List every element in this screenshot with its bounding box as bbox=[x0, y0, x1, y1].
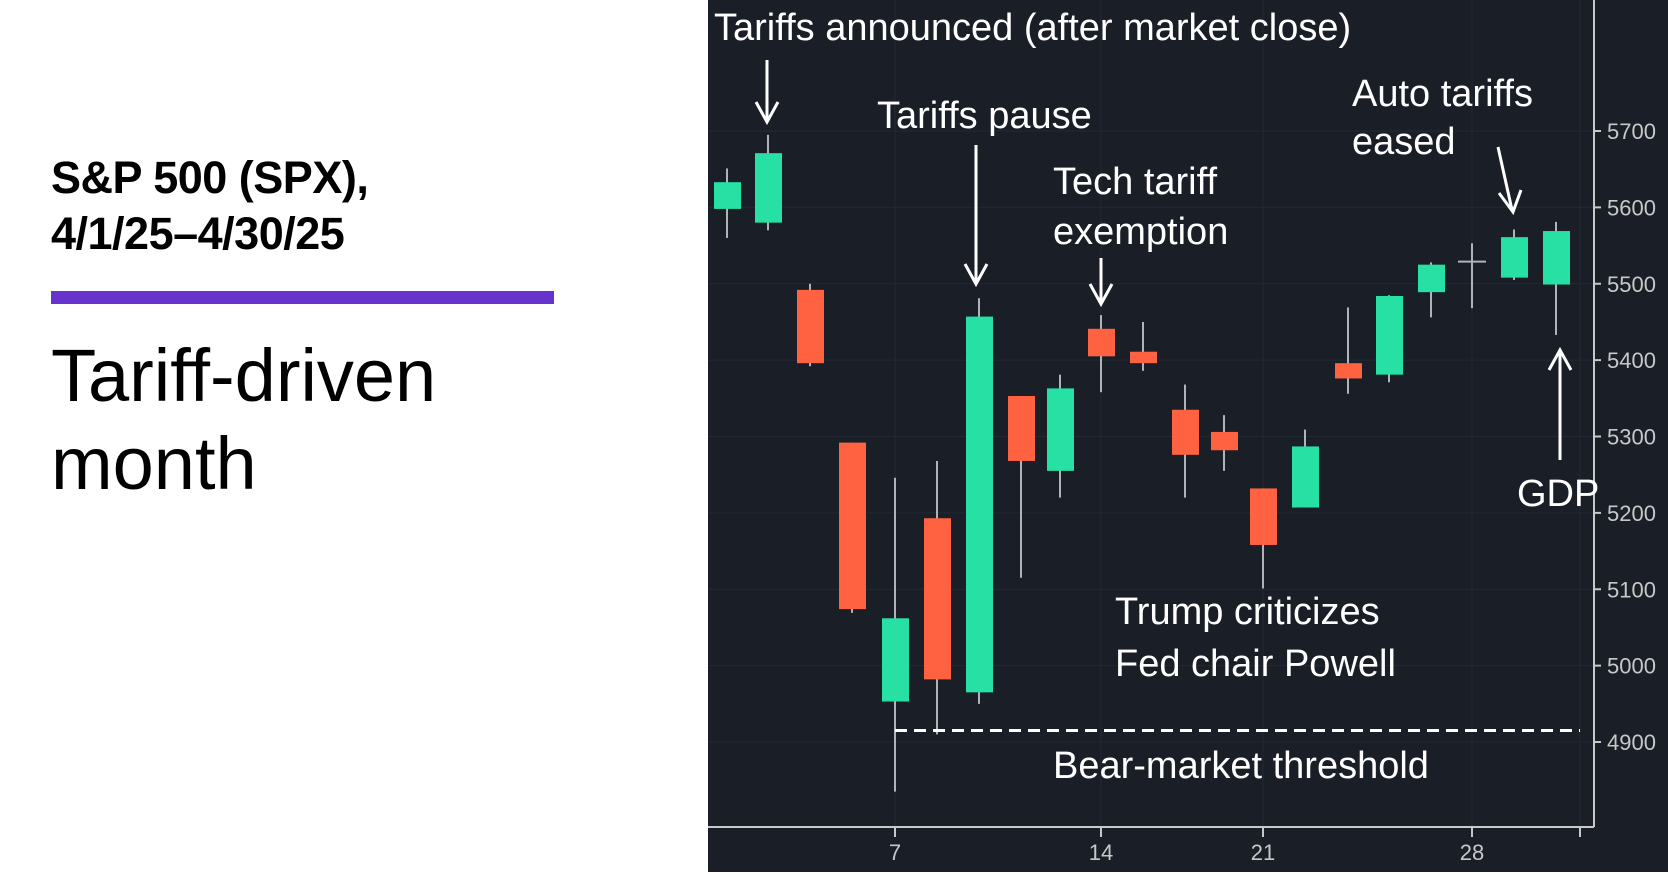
candle-up bbox=[1047, 388, 1074, 471]
candles bbox=[714, 134, 1570, 792]
y-tick-label: 5100 bbox=[1607, 577, 1656, 602]
annotation-tariffs-announced: Tariffs announced (after market close) bbox=[714, 7, 1351, 49]
candle-down bbox=[1335, 363, 1362, 379]
x-tick-label: 7 bbox=[889, 840, 901, 865]
arrow-down-icon-head bbox=[963, 263, 989, 288]
y-tick-label: 5400 bbox=[1607, 348, 1656, 373]
accent-rule bbox=[51, 291, 554, 304]
candlestick-chart: 4900 5000 5100 5200 5300 5400 5500 5600 5700 7 14… bbox=[708, 0, 1668, 872]
x-tick-label: 28 bbox=[1460, 840, 1484, 865]
annotation-powell-line2: Fed chair Powell bbox=[1115, 643, 1396, 685]
candle-up bbox=[882, 618, 909, 702]
candle-down bbox=[1250, 488, 1277, 545]
candle-up bbox=[1418, 264, 1445, 293]
candle-up bbox=[1543, 231, 1570, 285]
candle-down bbox=[1130, 351, 1157, 364]
candle-down bbox=[1008, 396, 1035, 461]
annotation-tech-exemption-line1: Tech tariff bbox=[1053, 161, 1217, 203]
chart-subtitle: Tariff-driven month bbox=[51, 332, 436, 508]
chart-canvas: 4900 5000 5100 5200 5300 5400 5500 5600 5700 7 14… bbox=[708, 0, 1656, 865]
x-tick-label: 14 bbox=[1089, 840, 1113, 865]
annotation-tech-exemption-line2: exemption bbox=[1053, 211, 1228, 253]
arrow-down-icon-head bbox=[1088, 283, 1114, 308]
y-tick-label: 5300 bbox=[1607, 425, 1656, 450]
y-tick-label: 4900 bbox=[1607, 730, 1656, 755]
candle-up bbox=[714, 182, 741, 209]
chart-subtitle-line2: month bbox=[51, 422, 257, 505]
candle-down bbox=[1172, 409, 1199, 455]
arrow-up-icon-head bbox=[1547, 346, 1573, 371]
y-tick-label: 5600 bbox=[1607, 195, 1656, 220]
candle-up bbox=[1292, 446, 1319, 508]
y-tick-label: 5700 bbox=[1607, 119, 1656, 144]
annotations: Tariffs announced (after market close) T… bbox=[714, 7, 1599, 787]
y-tick-label: 5000 bbox=[1607, 654, 1656, 679]
chart-title: S&P 500 (SPX), 4/1/25–4/30/25 bbox=[51, 150, 369, 262]
annotation-bear-market: Bear-market threshold bbox=[1053, 745, 1429, 787]
candle-up bbox=[1501, 237, 1528, 278]
annotation-tariffs-pause: Tariffs pause bbox=[877, 95, 1092, 137]
y-axis-ticks: 4900 5000 5100 5200 5300 5400 5500 5600 5700 bbox=[1594, 119, 1656, 755]
title-panel: S&P 500 (SPX), 4/1/25–4/30/25 Tariff-dri… bbox=[0, 0, 664, 872]
y-tick-label: 5500 bbox=[1607, 272, 1656, 297]
candle-down bbox=[1211, 431, 1238, 451]
arrow-down-icon-head bbox=[754, 101, 780, 126]
y-tick-label: 5200 bbox=[1607, 501, 1656, 526]
annotation-auto-tariffs-line2: eased bbox=[1352, 121, 1456, 163]
annotation-powell-line1: Trump criticizes bbox=[1115, 591, 1380, 633]
candle-down bbox=[797, 289, 824, 364]
candle-up bbox=[1376, 295, 1403, 375]
chart-axes bbox=[708, 0, 1595, 828]
chart-subtitle-line1: Tariff-driven bbox=[51, 334, 437, 417]
arrow-down-icon bbox=[1496, 146, 1514, 211]
candle-up bbox=[966, 316, 993, 693]
candle-down bbox=[924, 518, 951, 680]
x-axis-ticks: 7 14 21 28 bbox=[889, 827, 1581, 865]
chart-title-line2: 4/1/25–4/30/25 bbox=[51, 208, 345, 259]
chart-grid bbox=[708, 0, 1594, 827]
x-tick-label: 21 bbox=[1251, 840, 1275, 865]
candle-up bbox=[755, 153, 782, 223]
chart-title-line1: S&P 500 (SPX), bbox=[51, 152, 369, 203]
arrow-down-icon-head bbox=[1497, 189, 1523, 216]
candle-down bbox=[839, 442, 866, 610]
annotation-auto-tariffs-line1: Auto tariffs bbox=[1352, 73, 1533, 115]
candle-down bbox=[1088, 328, 1115, 357]
annotation-gdp: GDP bbox=[1517, 473, 1599, 515]
